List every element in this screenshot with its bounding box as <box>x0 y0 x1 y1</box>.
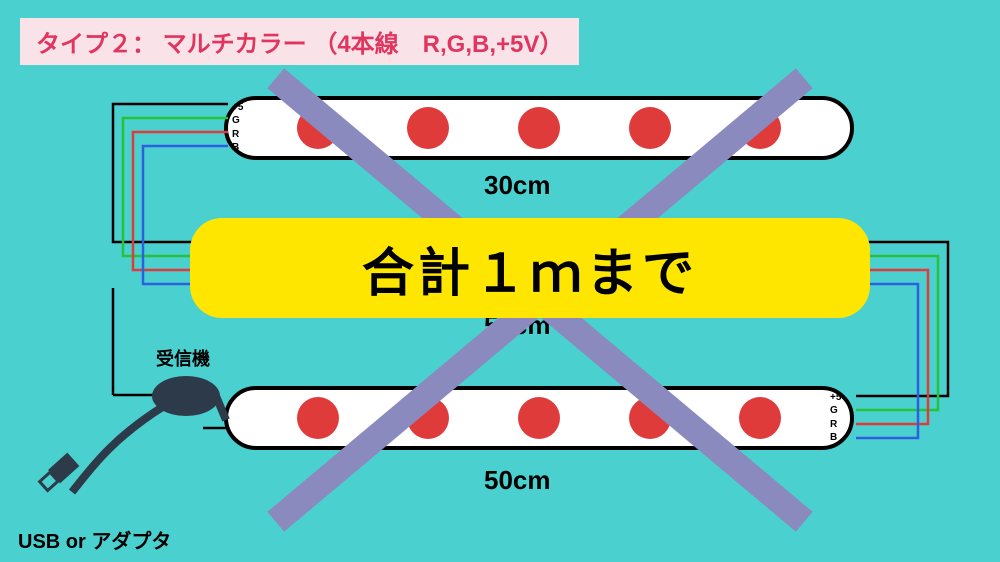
pin-labels: +5 GRB <box>830 390 841 446</box>
usb-adapter-label: USB or アダプタ <box>18 525 171 554</box>
limit-callout: 合計１ｍまで <box>190 218 870 318</box>
led-dot <box>407 107 449 149</box>
pin-label: B <box>830 433 841 443</box>
pin-label: R <box>830 420 841 430</box>
title-box: タイプ２： マルチカラー （4本線 R,G,B,+5V） <box>20 18 579 65</box>
led-dot <box>518 397 560 439</box>
pin-label: G <box>830 406 841 416</box>
dimension-label: 50cm <box>484 465 551 496</box>
pin-label: +5 <box>830 393 841 403</box>
led-dot <box>518 107 560 149</box>
dimension-label: 30cm <box>484 170 551 201</box>
receiver-label: 受信機 <box>156 345 210 371</box>
led-dot <box>739 397 781 439</box>
led-dot <box>629 107 671 149</box>
